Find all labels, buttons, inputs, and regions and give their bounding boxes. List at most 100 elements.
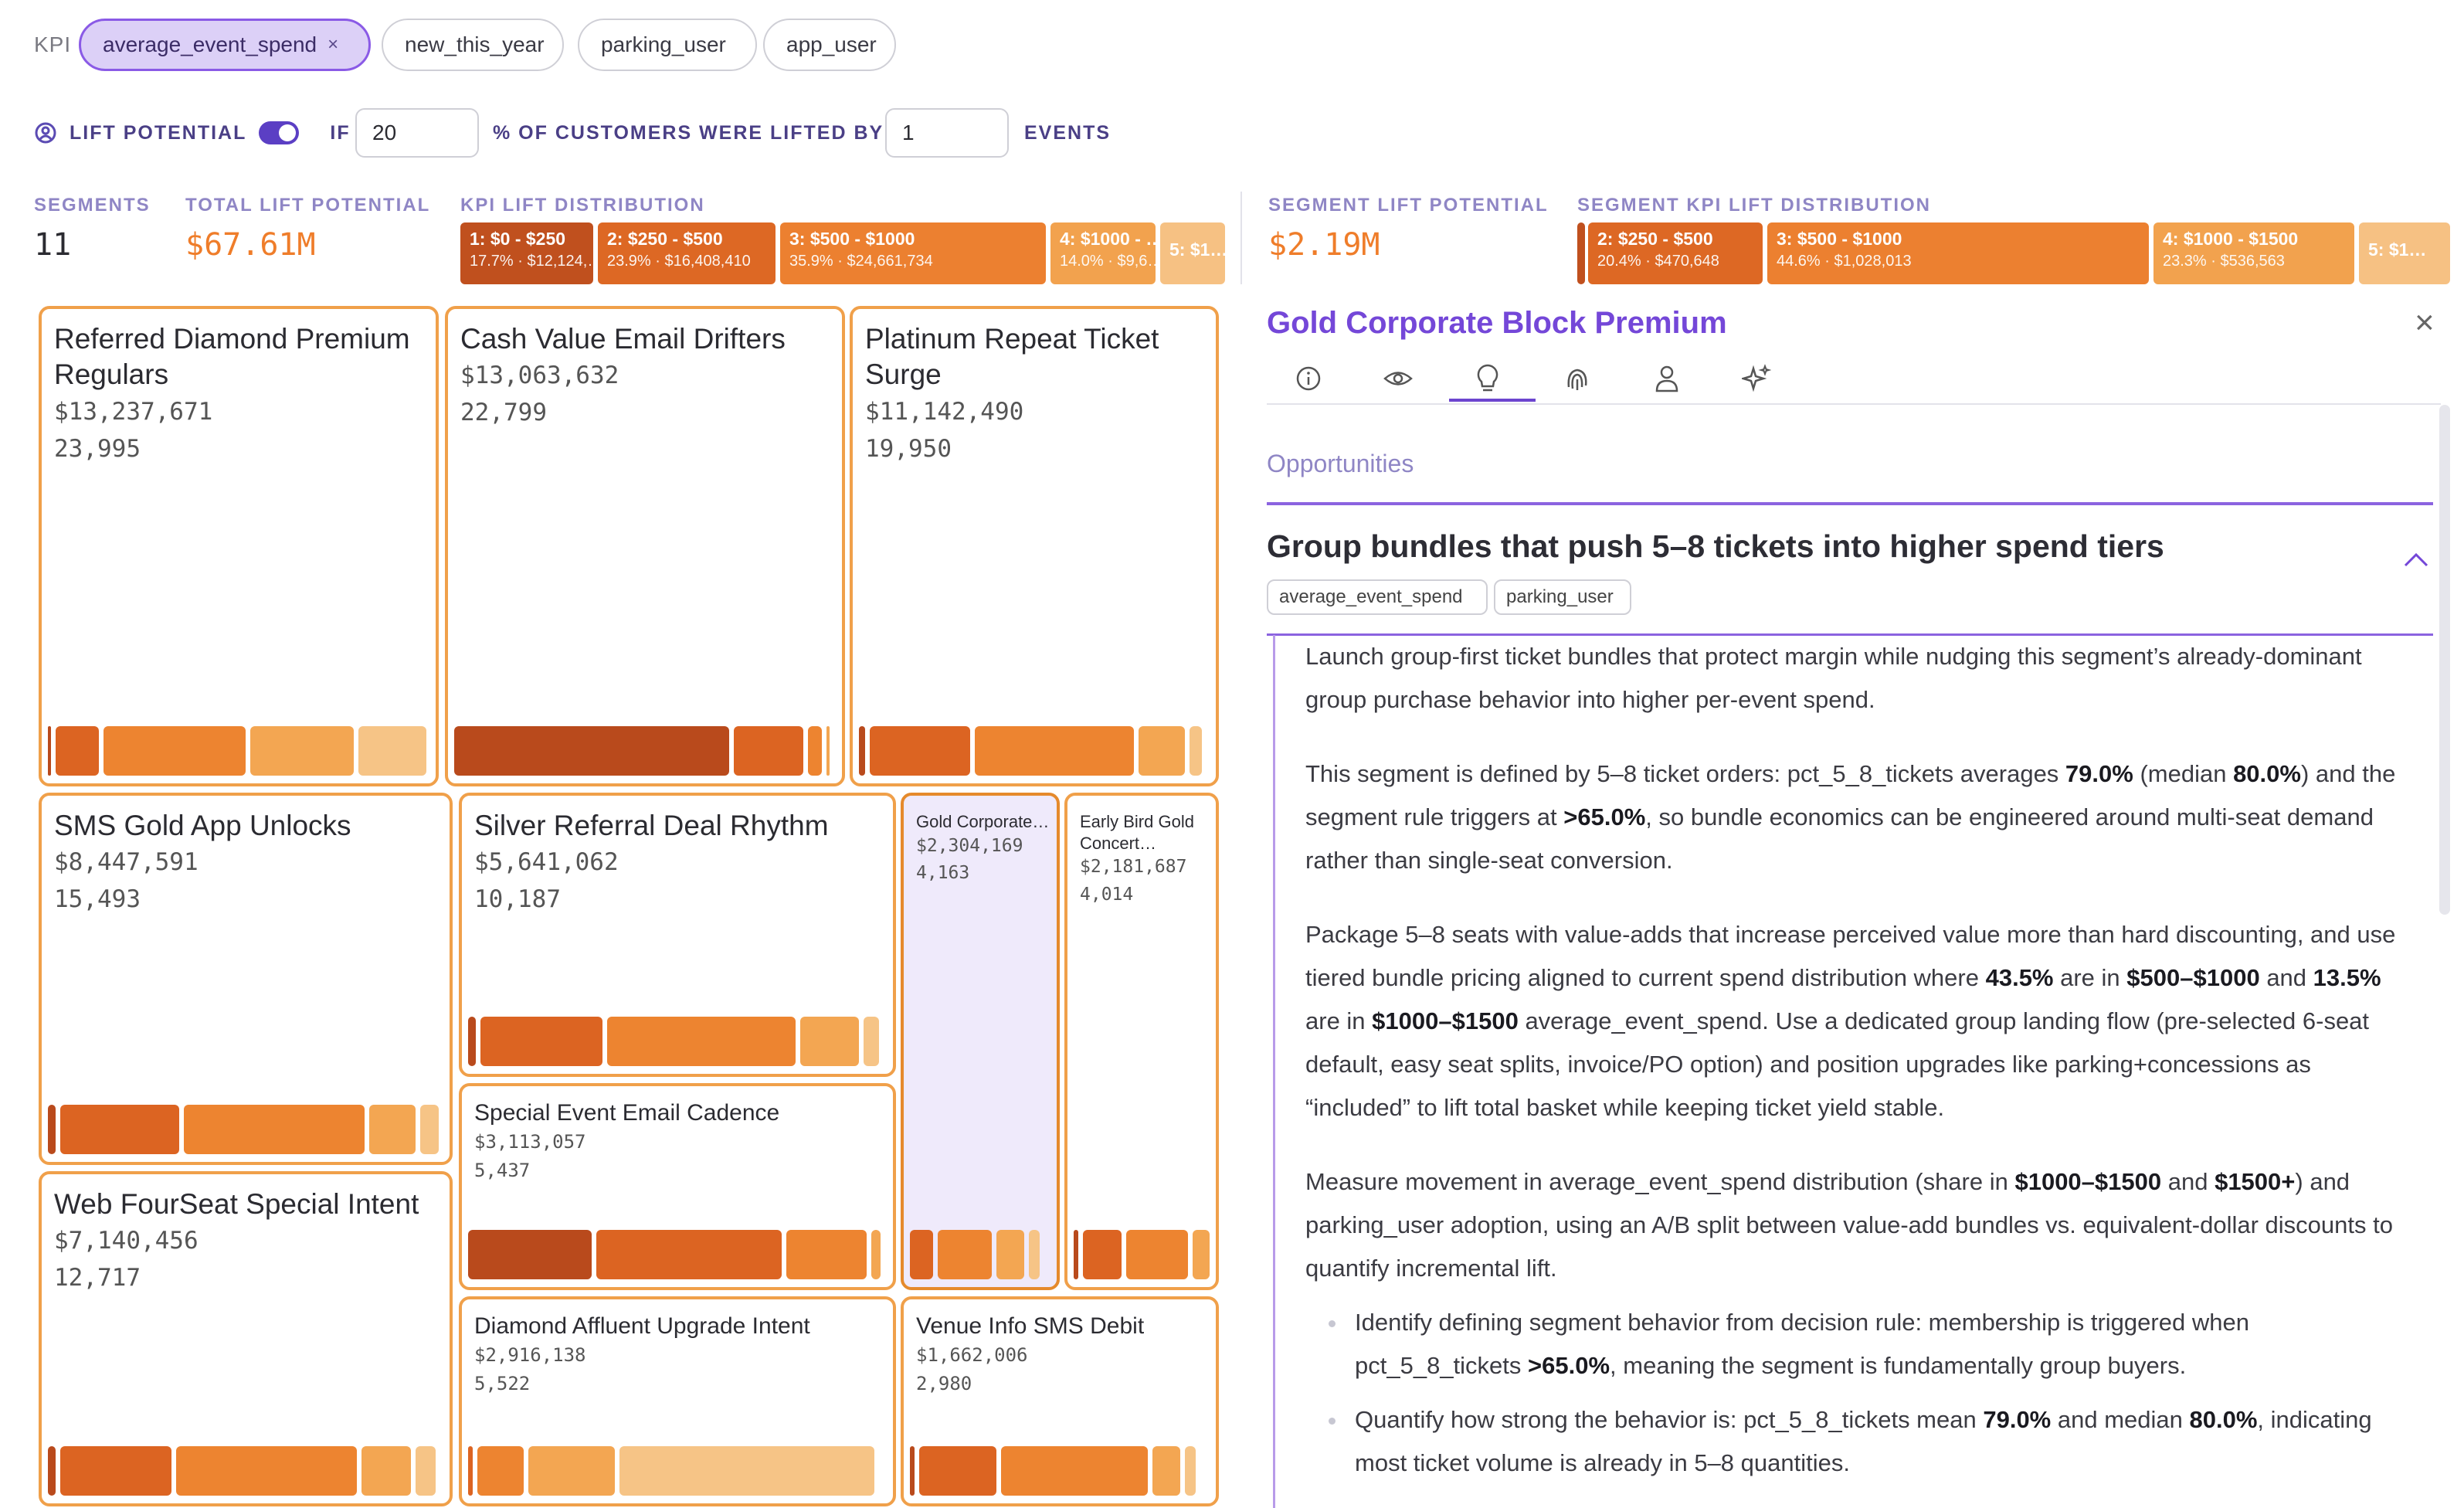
seg-dist-bucket-3[interactable]: 3: $500 - $1000 44.6% · $1,028,013 [1767, 222, 2149, 284]
tile-name: Gold Corporate… [916, 812, 1050, 831]
lift-events-input[interactable]: 1 [885, 108, 1009, 158]
chevron-up-icon[interactable] [2402, 550, 2430, 572]
evidence-list: Identify defining segment behavior from … [1329, 1301, 2402, 1485]
chip-label: new_this_year [405, 32, 545, 56]
lift-potential-toggle[interactable] [259, 121, 300, 144]
kpi-chip-new-this-year[interactable]: new_this_year [382, 19, 564, 71]
dist-bucket-4[interactable]: 4: $1000 - … 14.0% · $9,6… [1050, 222, 1156, 284]
body-rule [1273, 635, 1275, 1508]
kpi-chip-parking-user[interactable]: parking_user [578, 19, 757, 71]
lift-middle-label: % OF CUSTOMERS WERE LIFTED BY [493, 121, 884, 144]
tile-name: Web FourSeat Special Intent [54, 1188, 419, 1220]
dist-bucket-2[interactable]: 2: $250 - $500 23.9% · $16,408,410 [598, 222, 776, 284]
tile-distribution-bar [468, 1230, 887, 1279]
tile-count: 23,995 [54, 434, 141, 463]
person-icon[interactable] [1645, 357, 1688, 400]
dist-bucket-3[interactable]: 3: $500 - $1000 35.9% · $24,661,734 [780, 222, 1046, 284]
seg-dist-bucket-4[interactable]: 4: $1000 - $1500 23.3% · $536,563 [2153, 222, 2354, 284]
tile-name: Cash Value Email Drifters [460, 323, 786, 355]
tile-value: $3,113,057 [474, 1130, 586, 1153]
segment-tile[interactable]: SMS Gold App Unlocks $8,447,591 15,493 [39, 793, 453, 1165]
tile-count: 5,522 [474, 1372, 531, 1394]
tile-count: 19,950 [865, 434, 952, 463]
tile-value: $2,916,138 [474, 1343, 586, 1366]
tile-distribution-bar [454, 726, 836, 776]
eye-icon[interactable] [1376, 357, 1420, 400]
segment-tile[interactable]: Referred Diamond Premium Regulars $13,23… [39, 306, 439, 786]
tile-value: $8,447,591 [54, 848, 199, 877]
seg-dist-bucket-1[interactable] [1577, 222, 1585, 284]
tile-value: $13,063,632 [460, 362, 619, 390]
tile-distribution-bar [1074, 1230, 1210, 1279]
chip-label: average_event_spend [103, 32, 317, 56]
segment-tile[interactable]: Platinum Repeat Ticket Surge $11,142,490… [850, 306, 1219, 786]
segment-tile[interactable]: Cash Value Email Drifters $13,063,632 22… [445, 306, 845, 786]
tile-distribution-bar [910, 1230, 1050, 1279]
lightbulb-icon[interactable] [1466, 357, 1509, 400]
kpi-dist-caption: KPI LIFT DISTRIBUTION [460, 195, 705, 216]
tile-count: 4,163 [916, 863, 970, 884]
kpi-chip-average-event-spend[interactable]: average_event_spend × [79, 19, 371, 71]
segment-tile[interactable]: Silver Referral Deal Rhythm $5,641,062 1… [459, 793, 896, 1077]
seg-dist-bucket-5[interactable]: 5: $1… [2359, 222, 2450, 284]
list-item: Identify defining segment behavior from … [1329, 1301, 2402, 1387]
chip-label: app_user [786, 32, 877, 56]
kpi-chip-app-user[interactable]: app_user [763, 19, 896, 71]
segment-lift-caption: SEGMENT LIFT POTENTIAL [1268, 195, 1549, 216]
tile-count: 5,437 [474, 1159, 531, 1181]
panel-title: Gold Corporate Block Premium [1267, 306, 1727, 340]
tile-count: 12,717 [54, 1264, 141, 1292]
dist-bucket-5[interactable]: 5: $1… [1160, 222, 1225, 284]
segment-tile[interactable]: Early Bird Gold Concert… $2,181,687 4,01… [1064, 793, 1219, 1290]
section-title: Opportunities [1267, 450, 1414, 477]
tile-count: 2,980 [916, 1372, 972, 1394]
opportunity-heading[interactable]: Group bundles that push 5–8 tickets into… [1267, 528, 2164, 564]
tile-value: $5,641,062 [474, 848, 619, 877]
fingerprint-icon[interactable] [1556, 357, 1599, 400]
if-label: IF [330, 121, 351, 144]
tile-count: 10,187 [474, 885, 561, 914]
panel-scrollbar[interactable] [2439, 405, 2450, 915]
section-underline [1267, 502, 2433, 505]
segments-count: 11 [34, 227, 72, 263]
events-label: EVENTS [1024, 121, 1112, 144]
package-paragraph: Package 5–8 seats with value-adds that i… [1305, 921, 2396, 1121]
tab-divider [1267, 403, 2441, 405]
segment-tile[interactable]: Web FourSeat Special Intent $7,140,456 1… [39, 1171, 453, 1506]
sparkles-icon[interactable] [1735, 357, 1778, 400]
tile-name: Diamond Affluent Upgrade Intent [474, 1313, 810, 1339]
info-icon[interactable] [1287, 357, 1330, 400]
lift-percent-input[interactable]: 20 [355, 108, 479, 158]
close-icon[interactable]: × [2415, 304, 2435, 341]
kpi-label: KPI [34, 32, 72, 56]
tile-name: SMS Gold App Unlocks [54, 810, 351, 841]
lift-potential-control: LIFT POTENTIAL IF [34, 108, 351, 158]
tile-name: Special Event Email Cadence [474, 1100, 780, 1126]
tile-count: 15,493 [54, 885, 141, 914]
lift-potential-label: LIFT POTENTIAL [70, 121, 247, 144]
tile-value: $2,181,687 [1080, 857, 1187, 877]
tile-distribution-bar [910, 1446, 1210, 1496]
segment-tile-selected[interactable]: Gold Corporate… $2,304,169 4,163 [901, 793, 1060, 1290]
chip-label: parking_user [601, 32, 726, 56]
tile-value: $2,304,169 [916, 835, 1023, 856]
seg-dist-bucket-2[interactable]: 2: $250 - $500 20.4% · $470,648 [1588, 222, 1763, 284]
target-icon [35, 122, 56, 144]
segment-tile[interactable]: Diamond Affluent Upgrade Intent $2,916,1… [459, 1296, 896, 1506]
tile-name: Silver Referral Deal Rhythm [474, 810, 829, 841]
body-divider [1267, 633, 2433, 636]
active-tab-indicator [1449, 399, 1536, 402]
segment-tile[interactable]: Special Event Email Cadence $3,113,057 5… [459, 1083, 896, 1290]
remove-chip-icon[interactable]: × [328, 34, 339, 55]
segment-tile[interactable]: Venue Info SMS Debit $1,662,006 2,980 [901, 1296, 1219, 1506]
kpi-tag: parking_user [1494, 579, 1631, 615]
segment-lift-value: $2.19M [1268, 227, 1380, 263]
dist-bucket-1[interactable]: 1: $0 - $250 17.7% · $12,124,… [460, 222, 593, 284]
tile-distribution-bar [48, 1446, 443, 1496]
tile-distribution-bar [48, 1105, 443, 1154]
summary-divider [1240, 192, 1242, 284]
total-lift-caption: TOTAL LIFT POTENTIAL [185, 195, 431, 216]
segment-dist-caption: SEGMENT KPI LIFT DISTRIBUTION [1577, 195, 1931, 216]
list-item: Quantify how strong the behavior is: pct… [1329, 1398, 2402, 1485]
measure-paragraph: Measure movement in average_event_spend … [1305, 1168, 2393, 1282]
